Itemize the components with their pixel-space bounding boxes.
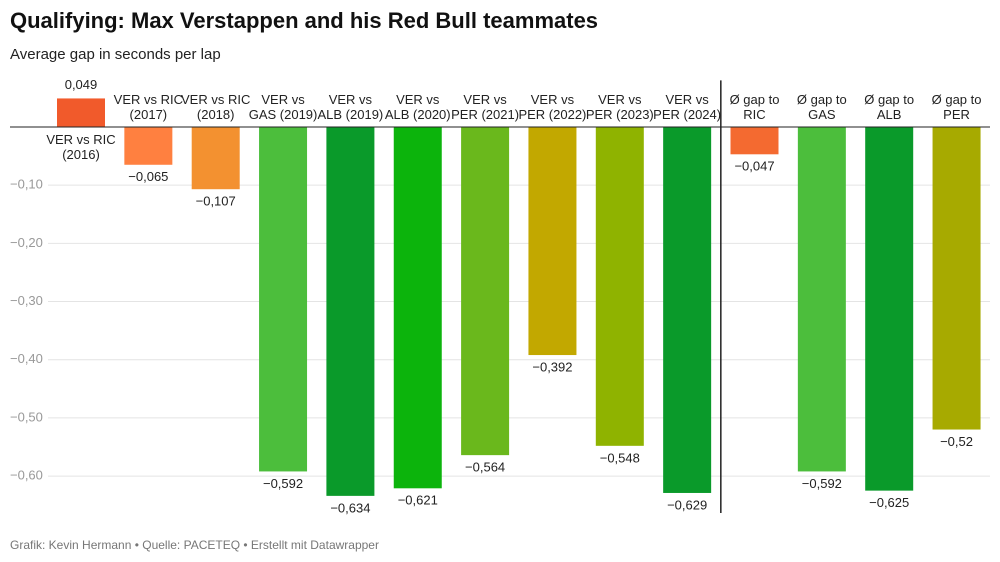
bar [393,126,442,489]
bar [797,126,846,472]
x-tick-label: VER vs ALB (2019) [317,91,384,122]
value-label: −0,065 [128,169,168,184]
value-label: −0,592 [802,476,842,491]
footer: Grafik: Kevin Hermann • Quelle: PACETEQ … [10,538,379,552]
value-label: −0,392 [532,359,572,374]
value-label: −0,621 [398,493,438,508]
value-label: 0,049 [65,77,98,92]
x-tick-label: VER vs PER (2024) [653,91,722,122]
chart-subtitle: Average gap in seconds per lap [10,46,221,63]
value-label: −0,592 [263,476,303,491]
x-tick-label: Ø gap to ALB [864,91,915,122]
value-label: −0,564 [465,460,505,475]
x-tick-label: VER vs RIC (2016) [46,131,116,162]
y-tick-label: −0,30 [10,293,43,308]
x-tick-label: VER vs PER (2023) [585,91,654,122]
x-tick-label: VER vs ALB (2020) [384,91,451,122]
value-label: −0,52 [940,434,973,449]
x-tick-label: VER vs RIC (2018) [181,91,251,122]
y-tick-label: −0,40 [10,351,43,366]
value-label: −0,634 [330,500,370,515]
bar [191,126,240,190]
value-label: −0,629 [667,497,707,512]
y-tick-label: −0,60 [10,468,43,483]
bar [259,126,308,472]
y-tick-label: −0,50 [10,409,43,424]
bar [595,126,644,446]
y-tick-label: −0,20 [10,235,43,250]
bar [124,126,173,165]
chart-title: Qualifying: Max Verstappen and his Red B… [10,8,599,33]
x-tick-label: VER vs GAS (2019) [248,91,318,122]
value-label: −0,548 [600,450,640,465]
bar [326,126,375,496]
x-tick-label: VER vs PER (2022) [518,91,587,122]
value-label: −0,047 [734,159,774,174]
bar [865,126,914,491]
bar [528,126,577,356]
bar [730,126,779,155]
x-tick-label: VER vs RIC (2017) [113,91,184,122]
y-tick-label: −0,10 [10,177,43,192]
x-tick-label: VER vs PER (2021) [451,91,520,122]
value-label: −0,625 [869,495,909,510]
x-tick-label: Ø gap to RIC [729,91,780,122]
bar [461,126,510,456]
bar [932,126,981,430]
x-tick-label: Ø gap to GAS [796,91,847,122]
bar [57,98,105,127]
x-tick-label: Ø gap to PER [931,91,982,122]
value-label: −0,107 [196,194,236,209]
bar [663,126,712,493]
